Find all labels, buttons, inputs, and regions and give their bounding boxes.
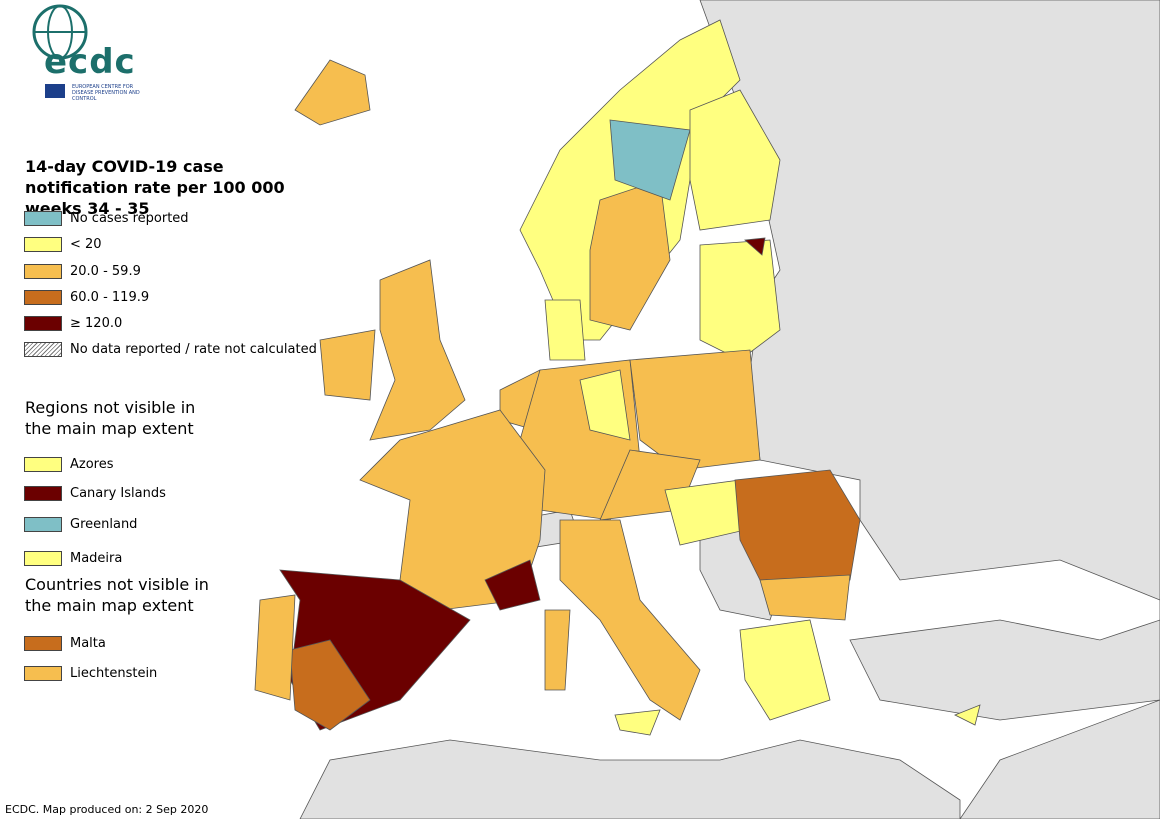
legend-swatch <box>24 665 62 681</box>
legend-swatch <box>24 485 62 501</box>
legend-label: Azores <box>70 456 114 472</box>
legend-swatch <box>24 456 62 472</box>
sweden-north <box>609 119 691 201</box>
poland <box>629 349 761 471</box>
france <box>359 409 546 611</box>
legend-item: Canary Islands <box>24 484 166 502</box>
legend-swatch <box>24 315 62 331</box>
legend-item: Malta <box>24 634 106 652</box>
denmark <box>544 299 586 361</box>
logo-globe <box>32 4 88 98</box>
uk <box>369 259 466 441</box>
legend-label: 60.0 - 119.9 <box>70 289 150 305</box>
legend-item: < 20 <box>24 235 102 253</box>
logo-name: ecdc <box>44 42 136 82</box>
legend-swatch <box>24 635 62 651</box>
legend-swatch <box>24 236 62 252</box>
legend-label: Liechtenstein <box>70 665 158 681</box>
legend-label: No cases reported <box>70 210 189 226</box>
cyprus <box>954 704 981 726</box>
legend-item: 60.0 - 119.9 <box>24 288 149 306</box>
legend-label: Madeira <box>70 550 123 566</box>
sardinia <box>544 609 571 691</box>
legend-swatch <box>24 550 62 566</box>
legend-label: Canary Islands <box>70 485 166 501</box>
germany-east <box>579 369 631 441</box>
romania <box>734 469 861 581</box>
legend-label: Greenland <box>70 516 138 532</box>
legend-swatch <box>24 516 62 532</box>
legend-item: No data reported / rate not calculated <box>24 340 317 358</box>
estonia-region <box>744 237 766 256</box>
logo-subtitle: EUROPEAN CENTRE FOR DISEASE PREVENTION A… <box>72 84 140 102</box>
spain-south <box>289 639 371 731</box>
legend-item: Liechtenstein <box>24 664 157 682</box>
footer: ECDC. Map produced on: 2 Sep 2020 <box>5 803 209 816</box>
legend-label: ≥ 120.0 <box>70 315 123 331</box>
iceland <box>294 59 371 126</box>
legend-item: Madeira <box>24 549 122 567</box>
legend-swatch <box>24 263 62 279</box>
legend-item: Greenland <box>24 515 137 533</box>
france-south <box>484 559 541 611</box>
legend-label: < 20 <box>70 236 102 252</box>
north-africa <box>299 739 961 819</box>
legend-item: No cases reported <box>24 209 189 227</box>
regions-title: Regions not visible in the main map exte… <box>25 398 196 438</box>
legend-item: Azores <box>24 455 114 473</box>
countries-title: Countries not visible in the main map ex… <box>25 575 209 615</box>
greece <box>739 619 831 721</box>
portugal <box>254 594 296 701</box>
sicily <box>614 709 661 736</box>
italy <box>559 519 701 721</box>
legend-label: 20.0 - 59.9 <box>70 263 141 279</box>
legend-label: Malta <box>70 635 106 651</box>
legend-item: 20.0 - 59.9 <box>24 262 141 280</box>
turkey <box>849 619 1160 721</box>
legend-item: ≥ 120.0 <box>24 314 122 332</box>
legend-swatch <box>24 289 62 305</box>
legend-swatch <box>24 210 62 226</box>
ireland <box>319 329 376 401</box>
legend-swatch <box>24 341 62 357</box>
bulgaria <box>759 574 851 621</box>
legend-label: No data reported / rate not calculated <box>70 341 317 357</box>
finland <box>689 89 781 231</box>
non-eu-land <box>699 0 1160 819</box>
